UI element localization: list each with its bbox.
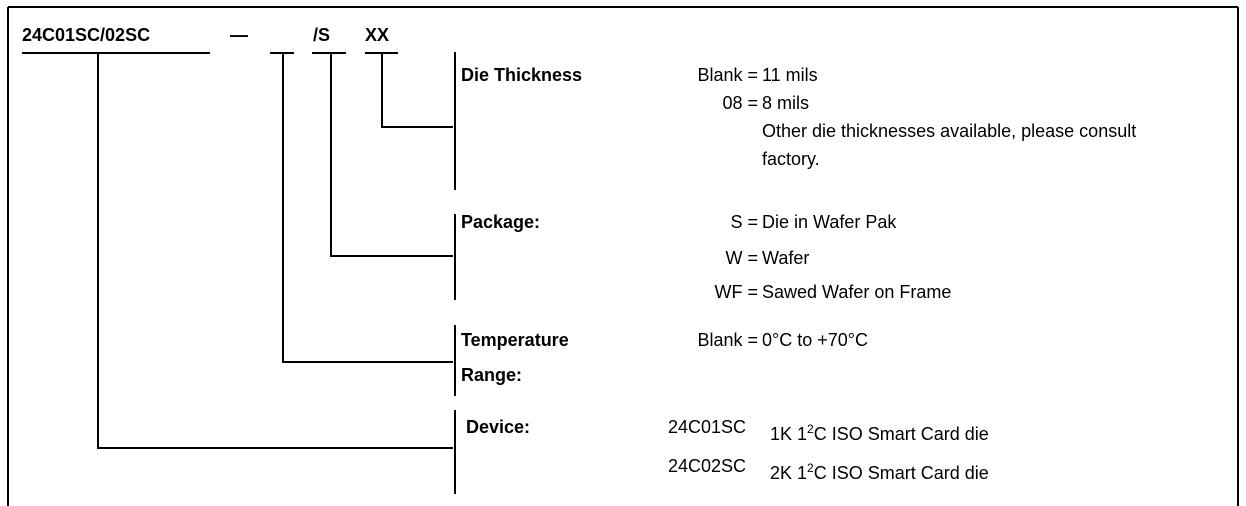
text: 2K 1 xyxy=(770,463,808,483)
option-text: Sawed Wafer on Frame xyxy=(762,282,952,302)
connector xyxy=(282,53,453,363)
option-code: 24C02SC xyxy=(668,456,747,476)
option-text: Die in Wafer Pak xyxy=(762,212,897,232)
part-thickness: XX xyxy=(365,25,390,45)
connector xyxy=(381,53,453,128)
section-label: Device: xyxy=(466,417,531,437)
note: Other die thicknesses available, please … xyxy=(762,121,1137,169)
section-label: Die Thickness xyxy=(461,65,583,85)
section-label: Temperature xyxy=(461,330,569,350)
part-package: /S xyxy=(313,25,331,45)
part-dash: — xyxy=(230,25,248,45)
text: C ISO Smart Card die xyxy=(813,424,989,444)
superscript: 2 xyxy=(807,422,814,436)
option-code: WF = xyxy=(714,282,759,302)
option-text: 8 mils xyxy=(762,93,810,113)
part-base: 24C01SC/02SC xyxy=(22,25,151,45)
option-code: 24C01SC xyxy=(668,417,747,437)
option-code: S = xyxy=(730,212,758,232)
text: 1K 1 xyxy=(770,424,808,444)
option-code: 08 = xyxy=(722,93,758,113)
option-text: 1K 12C ISO Smart Card die xyxy=(770,423,989,445)
option-text: Wafer xyxy=(762,248,810,268)
superscript: 2 xyxy=(807,461,814,475)
option-code: W = xyxy=(725,248,758,268)
text: C ISO Smart Card die xyxy=(813,463,989,483)
section-label: Range: xyxy=(461,365,523,385)
option-text: 11 mils xyxy=(762,65,818,85)
option-text: 2K 12C ISO Smart Card die xyxy=(770,462,989,484)
section-label: Package: xyxy=(461,212,541,232)
option-code: Blank = xyxy=(697,330,758,350)
connector xyxy=(330,53,453,257)
connector xyxy=(97,53,453,449)
option-text: 0°C to +70°C xyxy=(762,330,868,350)
option-code: Blank = xyxy=(697,65,758,85)
